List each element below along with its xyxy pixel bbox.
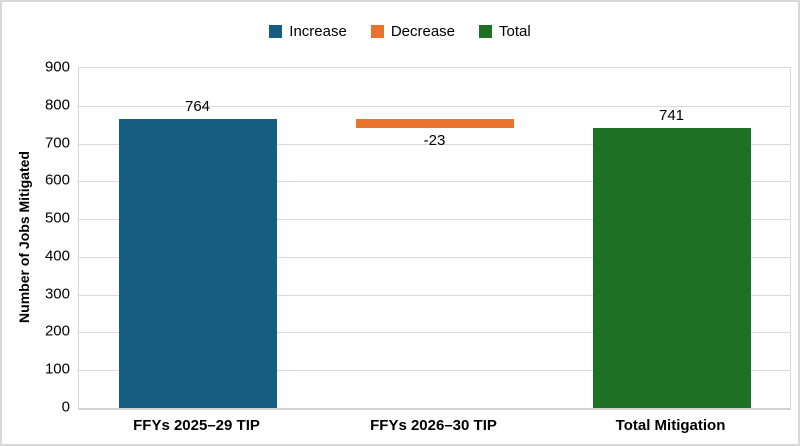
x-category-label: FFYs 2026–30 TIP <box>370 417 497 434</box>
legend-swatch-decrease-icon <box>370 25 384 38</box>
y-tick-label: 0 <box>61 398 70 416</box>
bar-value-label: -23 <box>423 132 446 150</box>
y-tick-label: 200 <box>44 322 70 340</box>
gridline <box>79 105 790 107</box>
chart-legend: Increase Decrease Total <box>2 23 798 40</box>
legend-item-increase: Increase <box>269 23 347 40</box>
gridline <box>79 332 790 334</box>
gridline <box>79 256 790 258</box>
y-tick-label: 500 <box>44 209 70 227</box>
bar-total <box>592 128 751 408</box>
gridline <box>79 294 790 296</box>
y-tick-label: 800 <box>44 96 70 114</box>
y-tick-label: 900 <box>44 58 70 76</box>
y-tick-label: 400 <box>44 247 70 265</box>
legend-item-decrease: Decrease <box>370 23 456 40</box>
y-tick-label: 300 <box>44 285 70 303</box>
y-axis-tick-labels: 0 100 200 300 400 500 600 700 800 900 <box>2 59 70 416</box>
plot-area: 764 -23 741 <box>78 67 791 410</box>
legend-label: Decrease <box>390 23 456 40</box>
x-category-label: FFYs 2025–29 TIP <box>133 417 260 434</box>
bar-value-label: 764 <box>184 98 211 116</box>
y-tick-label: 100 <box>44 360 70 378</box>
legend-swatch-increase-icon <box>269 25 283 38</box>
legend-label: Total <box>499 23 531 40</box>
gridline <box>79 181 790 183</box>
legend-swatch-total-icon <box>479 25 493 38</box>
bar-decrease <box>355 119 514 129</box>
gridline <box>79 370 790 372</box>
bar-value-label: 741 <box>658 107 685 125</box>
y-tick-label: 700 <box>44 134 70 152</box>
bar-increase <box>118 119 277 408</box>
legend-label: Increase <box>289 23 347 40</box>
x-category-label: Total Mitigation <box>615 417 726 434</box>
y-tick-label: 600 <box>44 171 70 189</box>
legend-item-total: Total <box>479 23 531 40</box>
gridline <box>79 143 790 145</box>
gridline <box>79 219 790 221</box>
x-axis-category-labels: FFYs 2025–29 TIP FFYs 2026–30 TIP Total Mi… <box>78 417 789 441</box>
